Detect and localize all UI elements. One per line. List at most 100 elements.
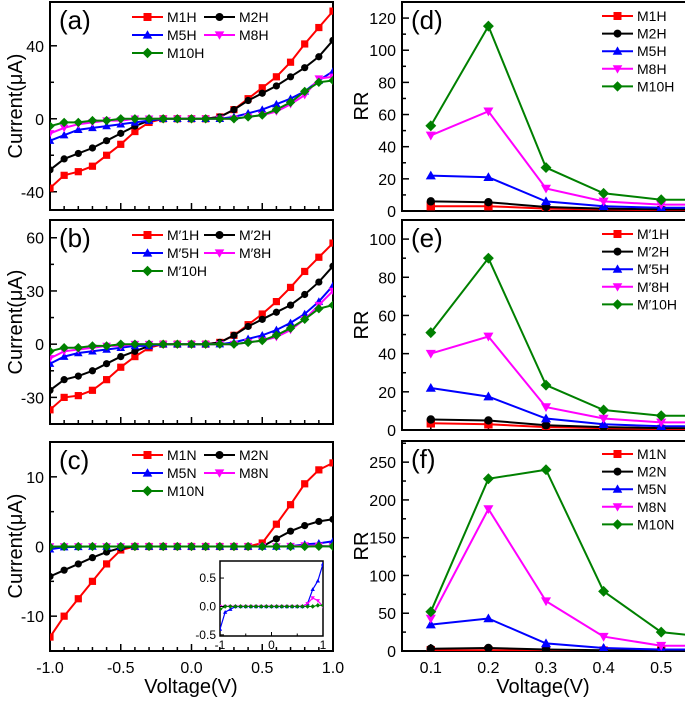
data-point-c-4-14 xyxy=(243,541,253,552)
data-point-c-4-6 xyxy=(130,541,140,552)
data-point-a-4-16 xyxy=(271,104,282,115)
inset-point xyxy=(305,601,310,606)
data-point-c-4-19 xyxy=(314,541,324,552)
legend-marker xyxy=(612,65,623,74)
data-point-d-3-0 xyxy=(425,131,436,141)
data-point-a-4-1 xyxy=(59,117,69,128)
legend-item: M1N xyxy=(132,447,197,463)
data-point-e-4-3 xyxy=(598,404,610,416)
legend-marker xyxy=(143,13,152,21)
data-point-f-1-1 xyxy=(484,643,493,651)
data-point-b-4-13 xyxy=(229,339,239,349)
data-point-c-4-5 xyxy=(116,541,126,552)
data-point-b-0-15 xyxy=(258,310,266,318)
data-point-c-0-20 xyxy=(329,459,333,467)
data-point-a-1-16 xyxy=(272,82,280,90)
data-point-b-4-18 xyxy=(300,314,310,325)
y-tick-label: 10 xyxy=(26,470,44,487)
data-point-b-4-1 xyxy=(59,343,69,353)
legend-label: M′10H xyxy=(637,296,677,312)
y-tick-label: 30 xyxy=(26,284,44,301)
legend-marker xyxy=(142,485,153,497)
legend-label: M1N xyxy=(637,446,667,462)
data-point-a-4-12 xyxy=(215,114,225,124)
x-tick-label: 0.1 xyxy=(420,660,442,677)
data-point-b-1-4 xyxy=(103,360,111,368)
legend-item: M10H xyxy=(132,45,204,61)
data-point-f-4-4 xyxy=(655,626,667,638)
series-line-f-4 xyxy=(429,468,685,636)
data-point-a-4-0 xyxy=(50,121,55,131)
data-point-d-1-1 xyxy=(484,197,493,207)
panel-label-a: (a) xyxy=(59,5,91,35)
data-point-a-0-16 xyxy=(272,73,280,81)
data-point-c-4-15 xyxy=(257,541,267,552)
data-point-e-3-1 xyxy=(483,332,494,342)
x-tick-label: -0.5 xyxy=(107,660,135,677)
data-point-c-0-3 xyxy=(88,577,97,585)
inset-point xyxy=(320,602,323,608)
data-point-c-4-8 xyxy=(158,541,168,552)
data-point-f-2-1 xyxy=(483,613,494,623)
data-point-b-0-5 xyxy=(117,363,125,371)
data-point-c-0-16 xyxy=(272,520,280,528)
legend-item: M′5H xyxy=(602,261,669,277)
data-point-b-4-5 xyxy=(116,339,126,349)
y-axis-title-a: Current(μA) xyxy=(5,54,27,159)
legend-label: M′8H xyxy=(239,245,271,261)
legend-item: M5H xyxy=(132,27,197,43)
legend-label: M5N xyxy=(637,481,667,497)
data-point-a-0-18 xyxy=(301,40,309,48)
data-point-c-4-9 xyxy=(172,541,183,552)
legend-item: M8H xyxy=(602,61,667,77)
legend-item: M8H xyxy=(204,27,269,43)
data-point-b-1-16 xyxy=(272,308,280,316)
data-point-b-1-19 xyxy=(315,278,323,286)
legend-item: M5N xyxy=(132,465,197,481)
data-point-b-4-11 xyxy=(200,339,211,349)
inset-point xyxy=(248,604,254,609)
data-point-c-1-18 xyxy=(301,522,309,530)
series-line-e-4 xyxy=(430,256,685,417)
data-point-b-0-16 xyxy=(272,298,280,306)
legend-item: M′2H xyxy=(602,244,669,260)
series-group xyxy=(425,252,685,430)
data-point-a-1-17 xyxy=(286,73,295,81)
legend-label: M1H xyxy=(167,9,197,25)
data-point-f-3-0 xyxy=(425,614,436,624)
panel-label-b: (b) xyxy=(59,223,91,253)
data-point-b-0-4 xyxy=(103,376,111,384)
inset-point xyxy=(289,604,295,609)
legend-item: M′8H xyxy=(602,279,669,295)
y-tick-label: 0 xyxy=(387,423,396,440)
data-point-a-3-0 xyxy=(50,130,55,138)
data-point-b-0-18 xyxy=(301,267,309,276)
inset-frame xyxy=(219,560,324,637)
inset-point xyxy=(233,604,238,609)
legend-label: M8N xyxy=(637,499,667,515)
data-point-f-3-4 xyxy=(656,641,667,651)
data-point-b-2-20 xyxy=(328,281,333,289)
data-point-b-0-3 xyxy=(88,386,97,394)
data-point-a-4-6 xyxy=(130,114,140,124)
panel-label-f: (f) xyxy=(411,444,436,474)
y-tick-label: 0 xyxy=(35,112,44,129)
data-point-a-1-4 xyxy=(103,137,111,145)
legend-marker xyxy=(215,13,224,21)
y-tick-label: 0 xyxy=(387,204,396,221)
data-point-c-1-1 xyxy=(60,566,68,574)
data-point-a-0-6 xyxy=(131,127,139,136)
data-point-a-0-2 xyxy=(74,168,82,176)
legend-marker xyxy=(612,503,623,512)
data-point-b-0-0 xyxy=(50,406,54,414)
legend-item: M′1H xyxy=(602,226,669,242)
data-point-b-1-17 xyxy=(286,301,295,309)
data-point-f-4-1 xyxy=(482,473,494,485)
data-point-b-0-1 xyxy=(60,393,68,401)
data-point-a-1-1 xyxy=(60,155,68,163)
series-group xyxy=(425,20,685,211)
data-point-b-4-16 xyxy=(271,330,282,340)
legend-item: M2H xyxy=(602,26,667,42)
